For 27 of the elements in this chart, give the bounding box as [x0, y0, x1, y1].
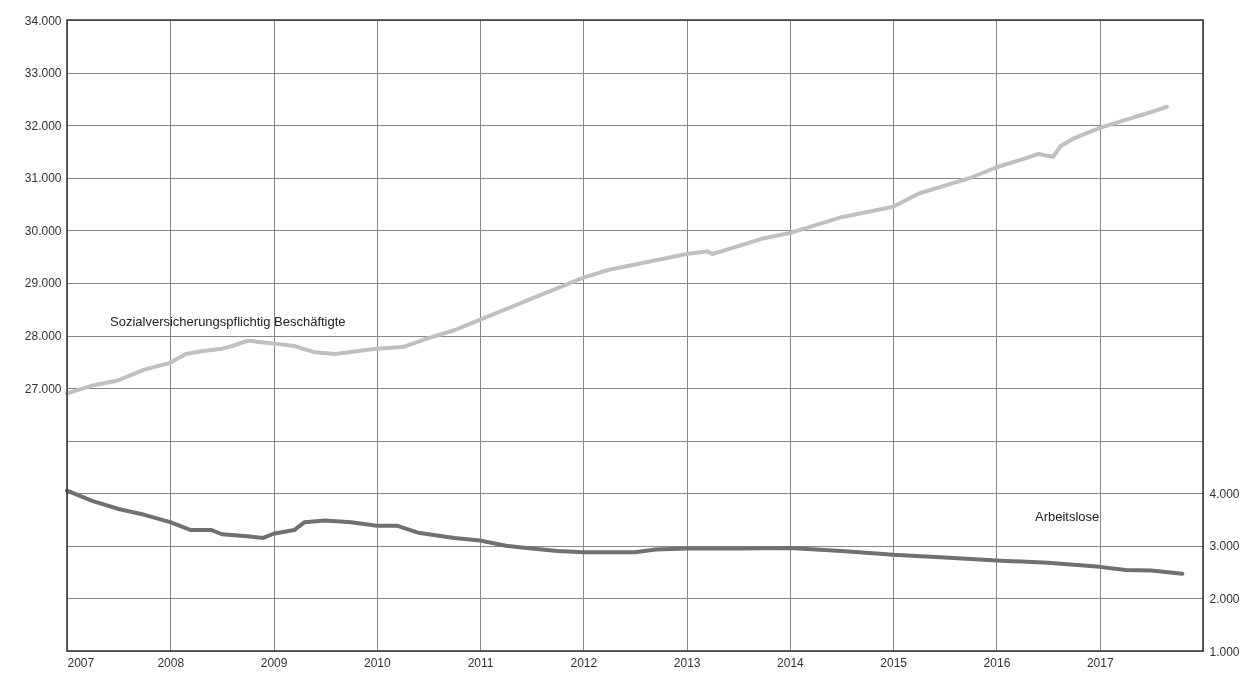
- y-tick-label: 30.000: [24, 223, 62, 238]
- y-tick-label: 29.000: [24, 276, 62, 291]
- y-tick-label: 27.000: [24, 381, 62, 396]
- y2-tick-label: 3.000: [1209, 539, 1240, 554]
- x-tick-label: 2013: [673, 655, 701, 670]
- x-tick-label: 2017: [1086, 655, 1114, 670]
- y2-tick-label: 1.000: [1209, 644, 1240, 659]
- text: Arbeitslose: [1035, 509, 1100, 524]
- x-tick-label: 2008: [157, 655, 185, 670]
- x-tick-label: 2007: [67, 655, 95, 670]
- y-tick-label: 31.000: [24, 171, 62, 186]
- x-tick-label: 2010: [363, 655, 391, 670]
- x-tick-label: 2014: [777, 655, 805, 670]
- x-tick-label: 2016: [983, 655, 1011, 670]
- y-tick-label: 34.000: [24, 13, 62, 28]
- line-series: [65, 104, 1169, 396]
- x-tick-label: 2015: [880, 655, 908, 670]
- x-tick-label: 2009: [260, 655, 288, 670]
- series-label: Sozialversicherungspflichtig Beschäftigte: [110, 314, 346, 329]
- y2-tick-label: 4.000: [1209, 486, 1240, 501]
- x-tick-label: 2012: [570, 655, 598, 670]
- line-series: [65, 488, 1185, 576]
- y-tick-label: 28.000: [24, 329, 62, 343]
- x-tick-label: 2011: [467, 655, 494, 670]
- y-tick-label: 32.000: [24, 118, 62, 133]
- y2-tick-label: 2.000: [1209, 591, 1240, 606]
- y-tick-label: 33.000: [24, 66, 62, 81]
